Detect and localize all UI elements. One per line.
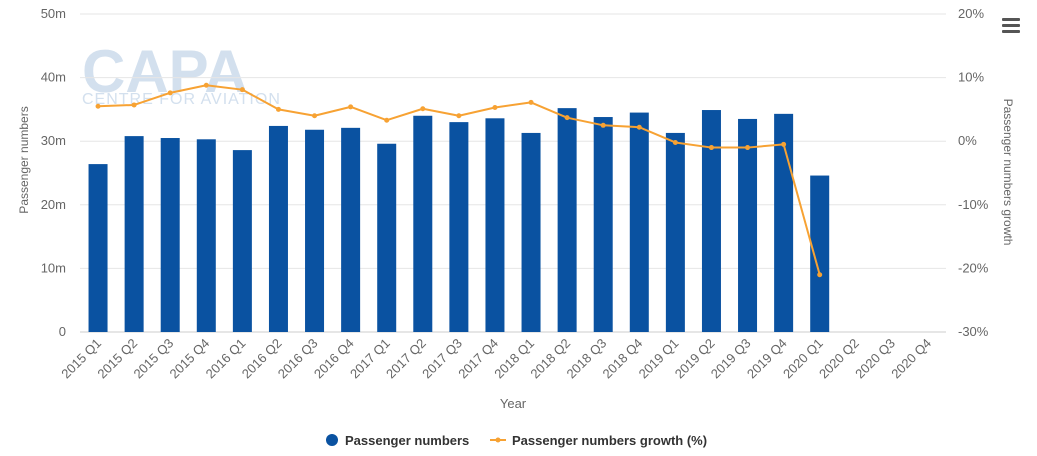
- bar[interactable]: [196, 139, 216, 332]
- hamburger-menu-icon[interactable]: [1002, 18, 1020, 34]
- bar[interactable]: [485, 118, 505, 332]
- line-point[interactable]: [348, 104, 354, 110]
- bar[interactable]: [521, 132, 541, 332]
- y2-tick-label: 10%: [958, 70, 984, 85]
- y-tick-label: 0: [59, 324, 66, 339]
- legend-label-passenger-numbers: Passenger numbers: [345, 433, 469, 448]
- line-point[interactable]: [456, 113, 462, 119]
- line-point[interactable]: [672, 139, 678, 145]
- bar[interactable]: [449, 122, 469, 333]
- legend-item-passenger-numbers-growth[interactable]: Passenger numbers growth (%): [490, 433, 707, 448]
- line-point[interactable]: [708, 145, 714, 151]
- y-tick-label: 10m: [41, 260, 66, 275]
- bar[interactable]: [665, 132, 685, 332]
- bar[interactable]: [88, 164, 108, 332]
- bar[interactable]: [774, 113, 794, 333]
- bar[interactable]: [557, 108, 577, 333]
- line-point[interactable]: [781, 141, 787, 147]
- line-point[interactable]: [817, 272, 823, 278]
- legend-item-passenger-numbers[interactable]: Passenger numbers: [326, 433, 469, 448]
- y-tick-label: 30m: [41, 133, 66, 148]
- bar[interactable]: [268, 125, 288, 332]
- bar[interactable]: [629, 112, 649, 332]
- y-axis-title: Passenger numbers: [17, 106, 31, 213]
- line-point[interactable]: [131, 102, 137, 108]
- x-tick-label: 2020 Q4: [888, 336, 934, 382]
- line-point[interactable]: [95, 103, 101, 109]
- x-axis-title: Year: [500, 396, 527, 411]
- bar[interactable]: [701, 110, 721, 332]
- line-point[interactable]: [239, 87, 245, 93]
- y2-tick-label: -10%: [958, 197, 989, 212]
- bar[interactable]: [810, 175, 830, 332]
- legend-marker-bar: [326, 434, 338, 446]
- line-point[interactable]: [275, 106, 281, 112]
- line-point[interactable]: [312, 113, 318, 119]
- bar[interactable]: [593, 117, 613, 332]
- bar-series: [88, 108, 830, 333]
- line-point[interactable]: [528, 99, 534, 105]
- y2-axis-title: Passenger numbers growth: [1001, 99, 1015, 246]
- bar[interactable]: [232, 150, 252, 332]
- y-tick-label: 20m: [41, 197, 66, 212]
- bar[interactable]: [160, 138, 180, 332]
- y2-tick-label: 20%: [958, 6, 984, 21]
- legend: Passenger numbers Passenger numbers grow…: [326, 433, 707, 448]
- y-axis-right: -30% -20% -10% 0% 10% 20%: [958, 6, 989, 339]
- y-tick-label: 50m: [41, 6, 66, 21]
- bar[interactable]: [341, 127, 361, 333]
- bar[interactable]: [124, 136, 144, 332]
- capa-logo-watermark: CAPA CENTRE FOR AVIATION: [82, 38, 281, 108]
- line-point[interactable]: [167, 90, 173, 96]
- legend-label-passenger-numbers-growth: Passenger numbers growth (%): [512, 433, 707, 448]
- bar[interactable]: [305, 129, 325, 332]
- y2-tick-label: -30%: [958, 324, 989, 339]
- y2-tick-label: -20%: [958, 260, 989, 275]
- line-point[interactable]: [745, 145, 751, 151]
- line-point[interactable]: [420, 106, 426, 112]
- logo-tagline: CENTRE FOR AVIATION: [82, 91, 281, 108]
- line-point[interactable]: [492, 104, 498, 110]
- line-point[interactable]: [384, 117, 390, 123]
- legend-marker-point: [495, 437, 501, 443]
- bar[interactable]: [377, 143, 397, 332]
- y-axis-left: 0 10m 20m 30m 40m 50m: [41, 6, 66, 339]
- line-series: [95, 82, 823, 278]
- line-point[interactable]: [203, 82, 209, 88]
- y-tick-label: 40m: [41, 70, 66, 85]
- gridlines: [80, 13, 946, 333]
- line-point[interactable]: [564, 115, 570, 121]
- y2-tick-label: 0%: [958, 133, 977, 148]
- bar[interactable]: [413, 115, 433, 332]
- line-point[interactable]: [636, 124, 642, 130]
- line-point[interactable]: [600, 122, 606, 128]
- bar[interactable]: [738, 118, 758, 332]
